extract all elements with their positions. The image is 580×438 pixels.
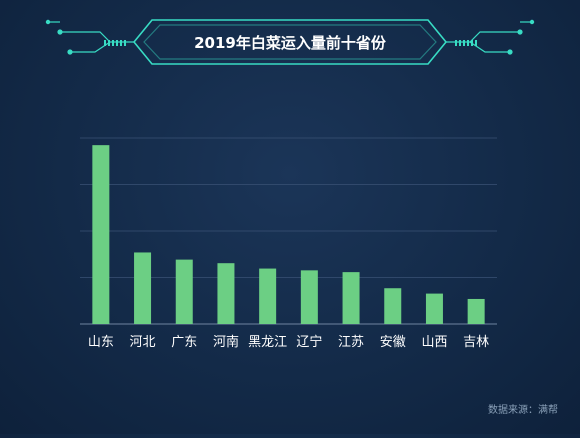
data-source-note: 数据来源：满帮 — [488, 405, 558, 416]
frame-stripes — [104, 40, 477, 46]
bar-8 — [384, 288, 402, 324]
category-label: 河南 — [213, 334, 239, 350]
frame-stripe — [120, 40, 122, 46]
category-label: 山西 — [421, 335, 447, 350]
category-label: 黑龙江 — [248, 335, 287, 350]
frame-stripe — [112, 40, 114, 46]
bar-7 — [342, 272, 360, 324]
category-label: 辽宁 — [296, 334, 322, 350]
bars — [92, 145, 485, 324]
chart-title: 2019年白菜运入量前十省份 — [194, 34, 387, 52]
frame-stripe — [124, 40, 126, 46]
frame-stripe — [116, 40, 118, 46]
frame-stripe — [455, 40, 457, 46]
category-label: 山东 — [88, 335, 114, 350]
frame-stripe — [475, 40, 477, 46]
bar-2 — [134, 252, 152, 324]
category-label: 广东 — [171, 335, 197, 350]
category-label: 河北 — [130, 335, 156, 350]
bar-10 — [467, 298, 485, 324]
bar-1 — [92, 145, 110, 324]
frame-stripe — [471, 40, 473, 46]
category-label: 江苏 — [338, 334, 364, 350]
bar-3 — [175, 259, 193, 324]
category-labels: 山东 河北 广东 河南 黑龙江 辽宁 江苏 安徽 山西 吉林 — [88, 334, 489, 350]
category-label: 吉林 — [463, 335, 489, 350]
category-label: 安徽 — [380, 335, 406, 350]
frame-stripe — [108, 40, 110, 46]
frame-stripe — [467, 40, 469, 46]
bar-4 — [217, 263, 235, 324]
bar-5 — [259, 268, 277, 324]
frame-stripe — [104, 40, 106, 46]
frame-stripe — [459, 40, 461, 46]
bar-9 — [425, 293, 443, 324]
frame-stripe — [463, 40, 465, 46]
bar-6 — [300, 270, 318, 324]
